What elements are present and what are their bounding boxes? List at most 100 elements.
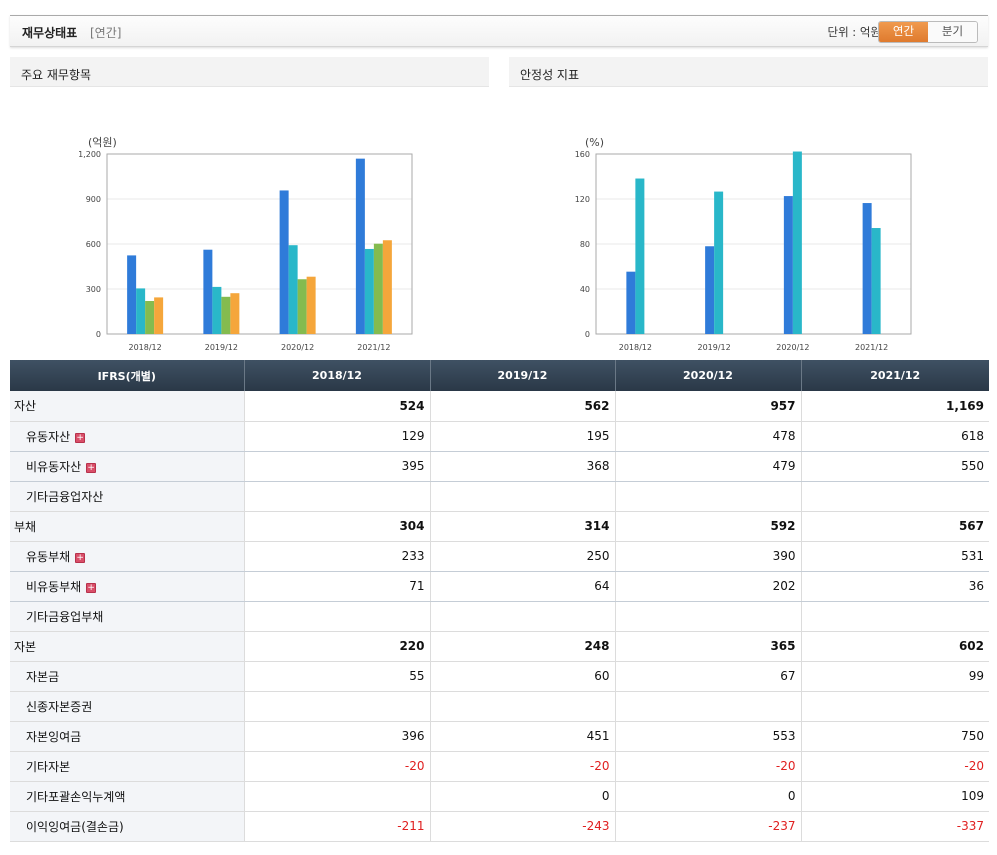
row-value: 395 — [243, 451, 430, 482]
row-value — [800, 691, 989, 722]
row-value: 248 — [429, 631, 615, 662]
row-value — [243, 601, 430, 632]
x-tick-label: 2019/12 — [698, 343, 731, 352]
annual-button[interactable]: 연간 — [879, 22, 928, 42]
y-tick-label: 0 — [585, 330, 590, 339]
x-tick-label: 2020/12 — [281, 343, 314, 352]
bar-2-0 — [783, 196, 793, 334]
row-value: 550 — [800, 451, 989, 482]
header-period: 2018/12 — [243, 360, 430, 391]
row-value — [429, 481, 615, 512]
row-value: 618 — [800, 421, 989, 452]
bar-0-3 — [154, 297, 164, 334]
stability-panel: 안정성 지표 (%) 0 40 80 120 160 2018/12 2019/12 2020/… — [509, 57, 988, 375]
row-value: 553 — [614, 721, 801, 752]
bar-3-2 — [373, 243, 383, 334]
row-value: 67 — [614, 661, 801, 692]
row-value: 60 — [429, 661, 615, 692]
header-period: 2019/12 — [429, 360, 615, 391]
stability-title: 안정성 지표 — [509, 57, 988, 87]
plot-frame — [106, 153, 413, 335]
row-label-text: 자산 — [14, 399, 37, 414]
row-value: 0 — [614, 781, 801, 812]
expand-plus-icon[interactable]: + — [86, 582, 97, 593]
row-label: 기타금융업부채 — [10, 601, 244, 632]
bar-0-0 — [626, 271, 636, 334]
row-value: 195 — [429, 421, 615, 452]
row-value: 396 — [243, 721, 430, 752]
row-label: 자본 — [10, 631, 244, 662]
table-row: 이익잉여금(결손금) -211 -243 -237 -337 — [10, 811, 989, 842]
table-body: 자산 524 562 957 1,169 유동자산 +129 195 478 618 비유동자산 +3… — [10, 391, 989, 842]
table-header-row: IFRS(개별) 2018/12 2019/12 2020/12 2021/12 — [10, 360, 989, 391]
header-period: 2020/12 — [614, 360, 801, 391]
row-label-text: 부채 — [14, 519, 37, 534]
row-label: 비유동부채 + — [10, 571, 244, 602]
row-value — [614, 601, 801, 632]
row-label-text: 기타자본 — [26, 759, 71, 774]
row-value — [614, 481, 801, 512]
table-row: 기타포괄손익누계액 0 0 109 — [10, 781, 989, 812]
header-standard: IFRS(개별) — [10, 360, 244, 391]
row-value: 233 — [243, 541, 430, 572]
bar-0-0 — [127, 255, 137, 334]
x-tick-label: 2018/12 — [619, 343, 652, 352]
row-value: 365 — [614, 631, 801, 662]
table-row: 부채 304 314 592 567 — [10, 511, 989, 542]
bar-2-1 — [792, 151, 802, 334]
bar-0-1 — [136, 288, 146, 334]
row-label-text: 기타포괄손익누계액 — [26, 789, 126, 804]
table-row: 비유동부채 +71 64 202 36 — [10, 571, 989, 602]
bar-2-2 — [297, 279, 307, 334]
row-value: 957 — [614, 391, 801, 422]
row-value: 451 — [429, 721, 615, 752]
row-value: 602 — [800, 631, 989, 662]
row-value — [243, 691, 430, 722]
quarter-button[interactable]: 분기 — [928, 22, 977, 42]
row-value: 109 — [800, 781, 989, 812]
bar-3-1 — [871, 228, 881, 334]
expand-plus-icon[interactable]: + — [75, 432, 86, 443]
y-tick-label: 40 — [580, 285, 590, 294]
bar-2-3 — [306, 276, 316, 334]
row-value: -20 — [429, 751, 615, 782]
bar-1-2 — [221, 296, 231, 334]
row-label-text: 이익잉여금(결손금) — [26, 819, 124, 834]
row-label: 이익잉여금(결손금) — [10, 811, 244, 842]
row-value — [429, 691, 615, 722]
expand-plus-icon[interactable]: + — [86, 462, 97, 473]
row-label-text: 기타금융업자산 — [26, 489, 104, 504]
period-tag: [연간] — [90, 26, 122, 40]
expand-plus-icon[interactable]: + — [75, 552, 86, 563]
row-value: 314 — [429, 511, 615, 542]
table-row: 자본잉여금 396 451 553 750 — [10, 721, 989, 752]
row-value: 567 — [800, 511, 989, 542]
table-row: 자본금 55 60 67 99 — [10, 661, 989, 692]
bar-3-3 — [382, 240, 392, 334]
y-axis-unit: (%) — [585, 136, 604, 149]
row-value: 304 — [243, 511, 430, 542]
row-value: 478 — [614, 421, 801, 452]
section-header: 재무상태표 [연간] 단위 : 억원 연간 분기 — [10, 15, 988, 47]
bar-0-2 — [145, 301, 155, 334]
row-value: 36 — [800, 571, 989, 602]
row-value: 390 — [614, 541, 801, 572]
row-value: 71 — [243, 571, 430, 602]
y-tick-label: 300 — [86, 285, 101, 294]
row-label: 자본잉여금 — [10, 721, 244, 752]
row-value: 1,169 — [800, 391, 989, 422]
row-label: 부채 — [10, 511, 244, 542]
table-row: 유동부채 +233 250 390 531 — [10, 541, 989, 572]
y-axis-unit: (억원) — [88, 136, 117, 149]
section-title: 재무상태표 — [22, 26, 78, 40]
main-items-chart: (억원) 0 300 600 900 1,200 2018/12 2019/12 2020/12… — [78, 136, 413, 375]
plot-frame — [595, 153, 912, 335]
row-value: 524 — [243, 391, 430, 422]
row-value: 202 — [614, 571, 801, 602]
row-label: 기타포괄손익누계액 — [10, 781, 244, 812]
row-value: 99 — [800, 661, 989, 692]
row-value: -337 — [800, 811, 989, 842]
row-value: 479 — [614, 451, 801, 482]
y-tick-label: 600 — [86, 240, 101, 249]
row-label-text: 비유동부채 — [26, 579, 82, 594]
